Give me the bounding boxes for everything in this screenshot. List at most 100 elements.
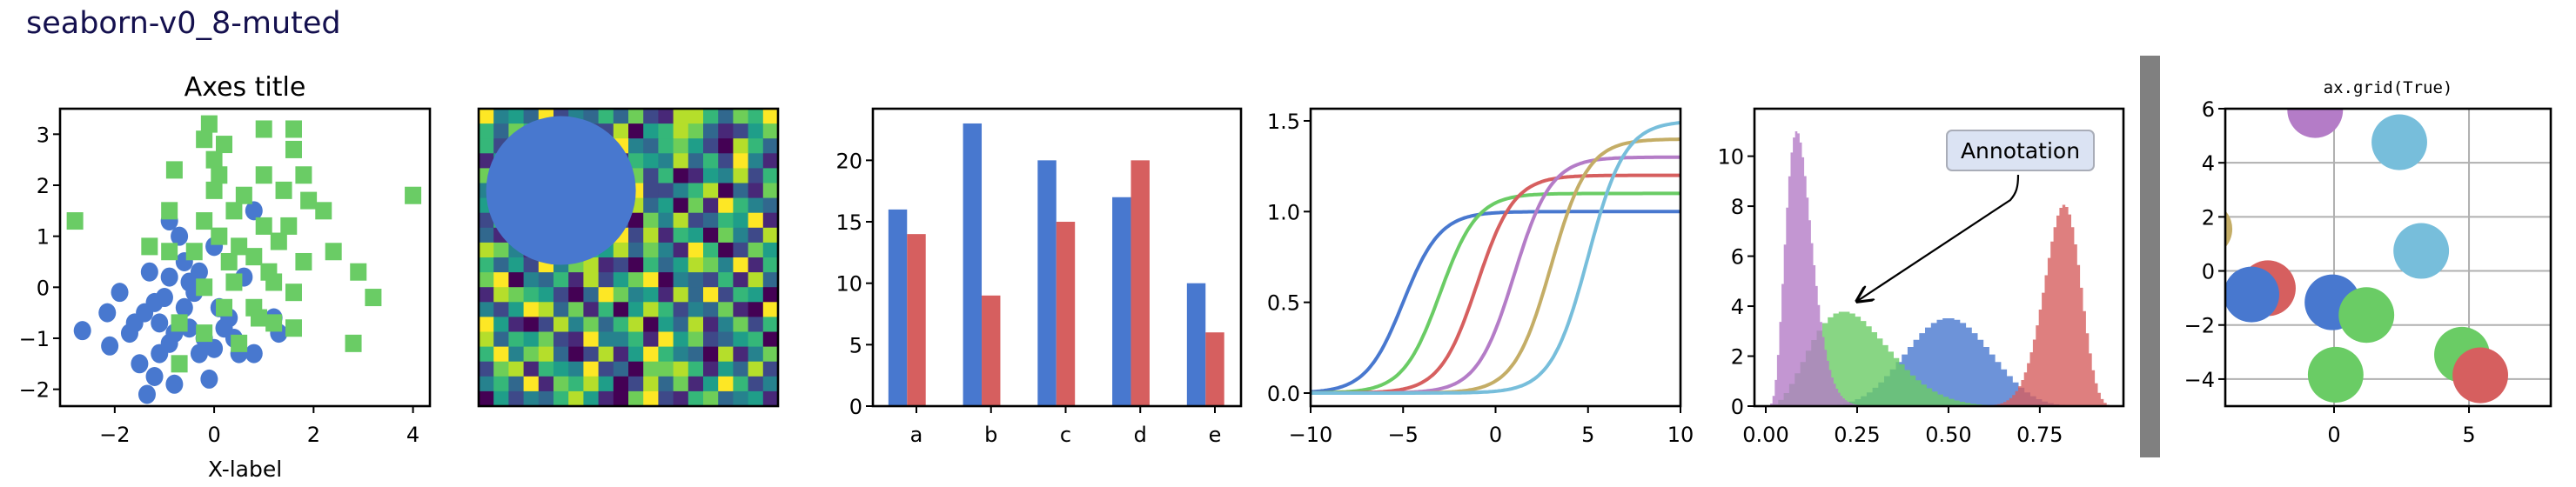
- image-cell: [493, 257, 509, 273]
- scatter-point-circle: [160, 267, 178, 287]
- scatter-point-circle: [190, 344, 208, 364]
- image-cell: [718, 376, 734, 392]
- scatter-point-square: [255, 166, 272, 184]
- image-cell: [703, 257, 719, 273]
- image-cell: [688, 257, 704, 273]
- image-cell: [673, 138, 689, 154]
- y-tick-label: 6: [2202, 97, 2215, 122]
- image-cell: [493, 287, 509, 303]
- image-cell: [703, 390, 719, 406]
- image-cell: [673, 212, 689, 229]
- y-tick-label: 2: [37, 174, 50, 198]
- image-cell: [479, 227, 494, 244]
- image-cell: [673, 123, 689, 139]
- image-cell: [748, 331, 764, 348]
- scatter-point-square: [265, 273, 283, 291]
- image-cell: [479, 153, 494, 169]
- scatter-point-circle: [131, 354, 149, 374]
- image-cell: [479, 109, 494, 124]
- image-cell: [718, 242, 734, 258]
- line-sigmoid-2: [1311, 191, 1680, 395]
- x-tick-label: 2: [307, 423, 320, 447]
- x-tick-label: 5: [1581, 423, 1594, 447]
- image-cell: [673, 197, 689, 214]
- image-cell: [733, 242, 749, 258]
- image-cell: [688, 302, 704, 317]
- image-cell: [643, 346, 659, 363]
- image-cell: [568, 287, 584, 303]
- scatter-point-circle: [205, 338, 224, 358]
- image-cell: [658, 123, 674, 139]
- axes-2: [477, 107, 780, 408]
- image-cell: [493, 242, 509, 258]
- y-tick-label: 4: [2202, 151, 2215, 176]
- image-cell: [718, 168, 734, 184]
- y-tick-label: 1.0: [1267, 200, 1300, 224]
- image-cell: [658, 390, 674, 406]
- image-cell: [598, 376, 614, 392]
- axes-frame: [58, 107, 432, 408]
- image-cell: [643, 123, 659, 139]
- scatter-point-square: [141, 237, 158, 256]
- image-cell: [538, 272, 554, 288]
- image-cell: [628, 242, 644, 258]
- image-cell: [703, 361, 719, 377]
- y-tick-label: 15: [835, 210, 862, 235]
- image-cell: [762, 109, 778, 124]
- image-cell: [718, 317, 734, 333]
- y-tick-label: 2: [2202, 205, 2215, 230]
- image-cell: [703, 212, 719, 229]
- axes-frame: [477, 107, 780, 408]
- image-cell: [762, 138, 778, 154]
- scatter-point-square: [231, 334, 248, 352]
- image-cell: [628, 153, 644, 169]
- image-cell: [479, 346, 494, 363]
- image-cell: [643, 212, 659, 229]
- image-cell: [658, 257, 674, 273]
- image-cell: [673, 317, 689, 333]
- image-cell: [733, 317, 749, 333]
- image-cell: [479, 212, 494, 229]
- scatter-point-square: [161, 202, 178, 220]
- image-cell: [538, 302, 554, 317]
- line-sigmoid-6: [1311, 121, 1680, 395]
- scatter-point-circle: [111, 283, 129, 303]
- image-cell: [673, 153, 689, 169]
- image-cell: [643, 376, 659, 392]
- image-cell: [703, 287, 719, 303]
- x-tick-label: 5: [2462, 423, 2475, 447]
- image-cell: [733, 138, 749, 154]
- image-cell: [748, 138, 764, 154]
- image-cell: [748, 168, 764, 184]
- image-cell: [613, 287, 629, 303]
- image-cell: [673, 242, 689, 258]
- image-cell: [628, 123, 644, 139]
- image-cell: [762, 183, 778, 199]
- scatter-point-square: [295, 252, 312, 270]
- image-cell: [733, 227, 749, 244]
- x-tick-label: 4: [406, 423, 419, 447]
- image-cell: [658, 212, 674, 229]
- image-cell: [643, 257, 659, 273]
- x-tick-label: 0.25: [1834, 423, 1880, 447]
- image-cell: [493, 376, 509, 392]
- image-cell: [762, 287, 778, 303]
- image-cell: [733, 123, 749, 139]
- x-tick-label: −2: [99, 423, 130, 447]
- image-cell: [688, 346, 704, 363]
- scatter-point-square: [265, 314, 283, 332]
- image-cell: [538, 287, 554, 303]
- image-cell: [658, 227, 674, 244]
- image-cell: [479, 287, 494, 303]
- image-cell: [553, 287, 569, 303]
- axes-title: ax.grid(True): [2324, 78, 2453, 97]
- circle-marker: [2452, 347, 2509, 404]
- image-cell: [748, 197, 764, 214]
- image-cell: [553, 390, 569, 406]
- image-cell: [628, 390, 644, 406]
- y-tick-label: −4: [2184, 368, 2215, 392]
- image-cell: [748, 242, 764, 258]
- axes-6: 0 5 −4 −2 0 2 4 6 ax.grid(True): [2184, 78, 2553, 447]
- image-cell: [762, 168, 778, 184]
- image-cell: [688, 361, 704, 377]
